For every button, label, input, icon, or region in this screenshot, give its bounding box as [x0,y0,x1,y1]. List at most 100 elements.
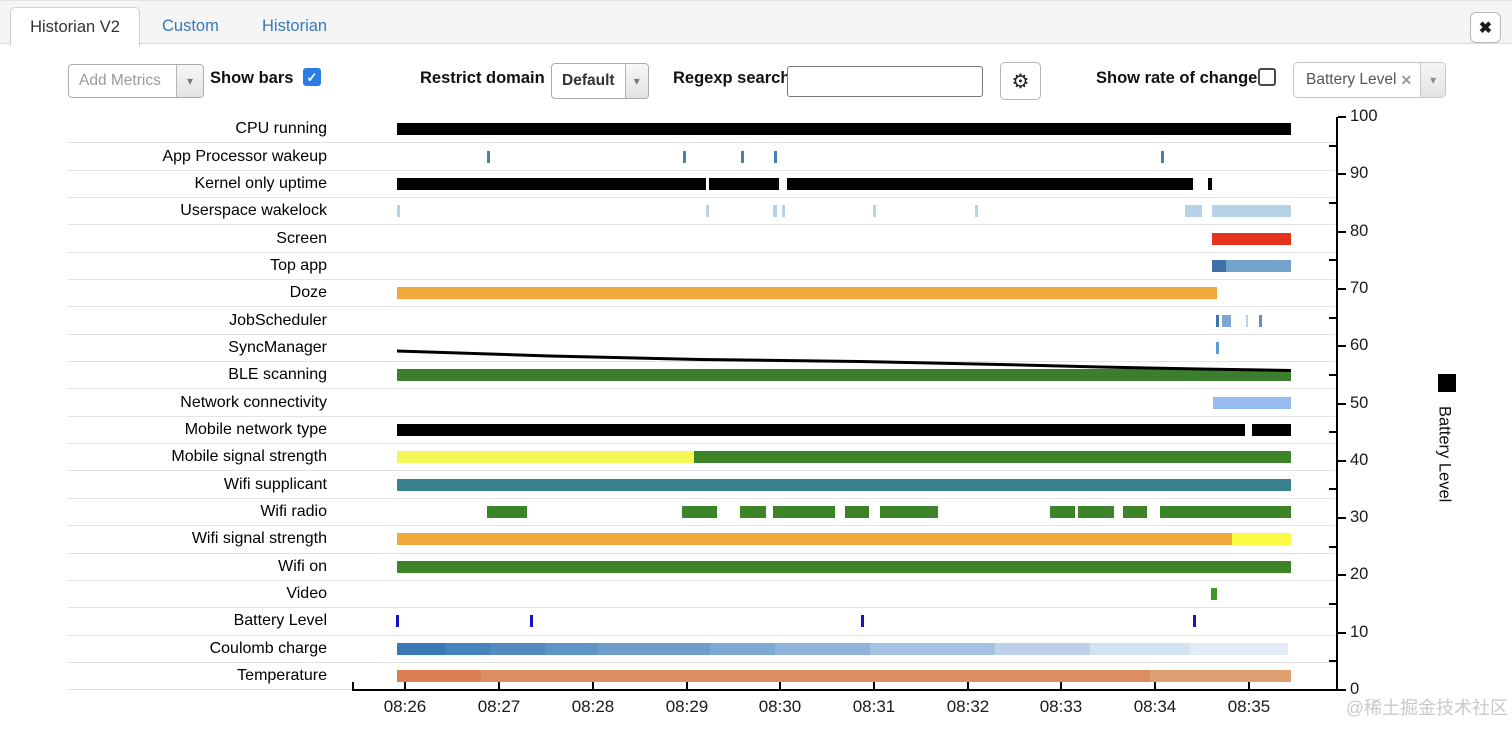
timeline-bar [880,505,938,518]
legend-swatch [1438,374,1456,392]
metric-row: Mobile network type [68,417,1335,445]
legend-label: Battery Level [1435,406,1454,503]
timeline-bar [397,670,481,683]
timeline-bar [1193,615,1196,628]
metric-row: Screen [68,225,1335,253]
chevron-down-icon[interactable]: ▾ [624,64,648,98]
metric-row: CPU running [68,116,1335,144]
timeline-bar [1212,205,1291,218]
timeline-bar [870,642,995,655]
remove-icon[interactable]: ✕ [1400,71,1413,88]
metric-row: Battery Level [68,608,1335,636]
timeline-bar [397,123,1291,136]
timeline-bar [1246,314,1248,327]
timeline-bar [397,205,400,218]
metric-row: Mobile signal strength [68,444,1335,472]
timeline-bar [1050,505,1075,518]
metric-row: JobScheduler [68,307,1335,335]
metric-row: SyncManager [68,335,1335,363]
timeline-bar [773,505,835,518]
metric-chip-label: Battery Level [1306,71,1397,88]
timeline-bar [396,615,399,628]
timeline-bar [694,451,1291,464]
show-rate-of-change-label: Show rate of change [1096,69,1258,87]
timeline-bar [397,478,1291,491]
metric-label: CPU running [235,120,327,138]
metric-label: App Processor wakeup [162,147,327,165]
x-axis-tick-label: 08:34 [1133,697,1177,716]
timeline-bar [709,177,779,190]
timeline-bar [1208,177,1212,190]
timeline-bar [741,150,744,163]
timeline-bar [397,451,694,464]
metric-row: BLE scanning [68,362,1335,390]
tab-historian-v2[interactable]: Historian V2 [10,7,140,46]
metric-row: App Processor wakeup [68,143,1335,171]
metric-label: SyncManager [228,338,327,356]
metric-row: Wifi signal strength [68,526,1335,554]
metric-label: Coulomb charge [209,639,327,657]
metric-row: Wifi supplicant [68,471,1335,499]
regexp-search-input[interactable] [787,66,983,97]
timeline-bar [1078,505,1114,518]
timeline-bar [397,423,1245,436]
timeline-bar [397,533,1232,546]
timeline-bar [1252,423,1291,436]
metric-label: Userspace wakelock [180,202,327,220]
timeline-bar [787,177,1193,190]
metric-label: Top app [270,256,327,274]
add-metrics-placeholder: Add Metrics [79,72,161,89]
timeline-bar [445,642,490,655]
timeline-bar [1232,533,1291,546]
x-axis-tick-label: 08:32 [946,697,990,716]
timeline-bar [1259,314,1262,327]
metric-label: BLE scanning [228,366,327,384]
timeline-bar [782,205,785,218]
timeline-bar [598,642,710,655]
tab-historian[interactable]: Historian [262,16,328,35]
metric-label: Temperature [237,667,327,685]
restrict-domain-select[interactable]: Default ▾ [551,63,649,99]
metric-filter-select[interactable]: Battery Level ✕ ▾ [1293,62,1446,98]
timeline-bar [530,615,533,628]
timeline-bar [682,505,717,518]
x-axis-tick-label: 08:31 [852,697,896,716]
timeline-bar [1185,205,1202,218]
x-axis-tick-label: 08:35 [1227,697,1271,716]
timeline-bar [397,560,1291,573]
chevron-down-icon[interactable]: ▾ [176,65,203,97]
timeline-bar [1090,642,1190,655]
timeline-bar [1211,588,1217,601]
timeline-bar [683,150,686,163]
timeline-bar [1226,259,1291,272]
metric-label: Wifi signal strength [191,530,327,548]
metric-row: Coulomb charge [68,636,1335,663]
restrict-domain-label: Restrict domain [420,69,545,87]
settings-button[interactable]: ⚙ [1000,62,1041,100]
tab-bar: Historian V2 Custom Historian ✖ [0,0,1512,46]
metric-label: Screen [276,229,327,247]
metric-row: Wifi on [68,554,1335,581]
show-bars-checkbox[interactable]: ✓ [303,68,321,86]
restrict-domain-value: Default [562,72,615,89]
metric-row: Doze [68,280,1335,308]
timeline-bar [1222,314,1231,327]
timeline-bar [490,642,545,655]
show-rate-of-change-checkbox[interactable]: ✓ [1258,68,1276,86]
metric-row: Userspace wakelock [68,198,1335,226]
add-metrics-combobox[interactable]: Add Metrics ▾ [68,64,204,98]
timeline-bar [1213,396,1291,409]
metric-label: Wifi supplicant [223,475,327,493]
close-button[interactable]: ✖ [1470,12,1501,43]
chevron-down-icon[interactable]: ▾ [1420,63,1445,97]
timeline-bar [740,505,766,518]
x-axis-tick-label: 08:26 [383,697,427,716]
metric-label: Mobile network type [184,420,327,438]
tab-custom[interactable]: Custom [162,16,219,35]
timeline-bar [545,642,598,655]
metric-row: Video [68,581,1335,609]
timeline-bar [710,642,775,655]
metric-label: Battery Level [233,612,327,630]
timeline-bar [861,615,864,628]
x-axis-tick-label: 08:27 [477,697,521,716]
